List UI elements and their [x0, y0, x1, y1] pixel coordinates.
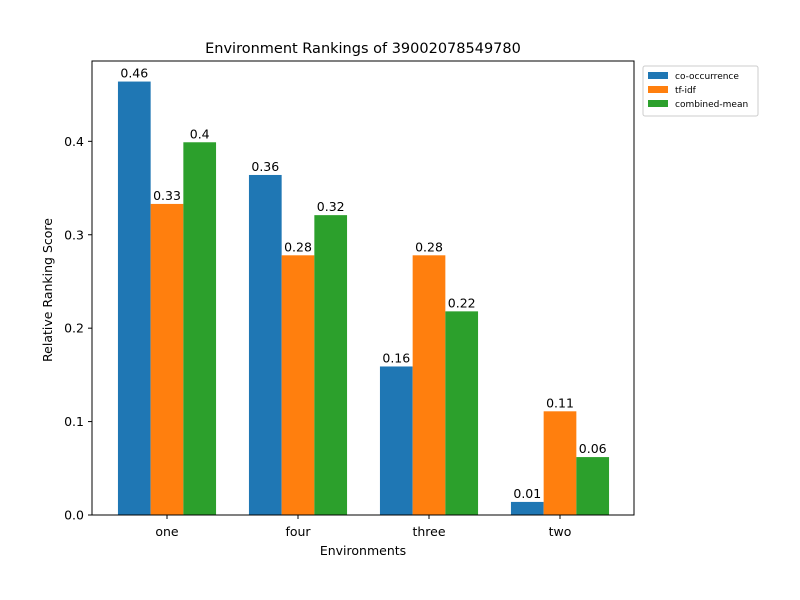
bar-co-occurrence-four — [248, 174, 282, 515]
y-tick-label: 0.3 — [64, 227, 84, 242]
bar-value-label: 0.22 — [448, 295, 476, 310]
y-axis-label: Relative Ranking Score — [40, 218, 55, 362]
bar-co-occurrence-two — [510, 501, 544, 515]
bar-value-label: 0.46 — [120, 66, 148, 81]
bar-tf-idf-one — [150, 203, 184, 515]
bar-value-label: 0.01 — [513, 486, 541, 501]
bar-value-label: 0.16 — [382, 350, 410, 365]
plot-area-frame — [91, 60, 635, 516]
bar-tf-idf-four — [281, 255, 315, 516]
x-tick-label: three — [412, 524, 445, 539]
bar-value-label: 0.36 — [251, 159, 279, 174]
x-tick-label: four — [285, 524, 311, 539]
y-tick-label: 0.0 — [64, 508, 84, 523]
bars-group — [117, 81, 610, 516]
y-tick-label: 0.4 — [64, 134, 84, 149]
legend-box — [642, 65, 759, 117]
x-axis: one four three two — [155, 515, 571, 539]
bar-value-label: 0.33 — [153, 188, 181, 203]
x-axis-label: Environments — [320, 543, 406, 558]
y-tick-label: 0.1 — [64, 414, 84, 429]
legend-entry-label: co-occurrence — [675, 72, 739, 82]
bar-tf-idf-three — [412, 255, 446, 516]
bar-combined-mean-three — [445, 311, 479, 515]
bar-value-label: 0.11 — [546, 395, 574, 410]
legend-entry-label: combined-mean — [675, 100, 748, 110]
bar-co-occurrence-one — [117, 81, 151, 516]
legend-swatch — [648, 86, 668, 93]
bar-combined-mean-one — [183, 142, 217, 515]
bar-value-label: 0.4 — [190, 126, 210, 141]
legend-swatch — [648, 72, 668, 79]
bar-combined-mean-two — [576, 457, 610, 515]
legend-entry-label: tf-idf — [675, 86, 697, 96]
bar-value-label: 0.28 — [415, 239, 443, 254]
chart-title: Environment Rankings of 39002078549780 — [205, 41, 521, 57]
bar-combined-mean-four — [314, 215, 348, 515]
bar-tf-idf-two — [543, 411, 577, 515]
x-tick-label: one — [155, 524, 179, 539]
legend-swatch — [648, 100, 668, 107]
x-tick-label: two — [549, 524, 572, 539]
y-axis: 0.0 0.1 0.2 0.3 0.4 — [64, 134, 92, 523]
bar-value-label: 0.28 — [284, 239, 312, 254]
bar-value-label: 0.32 — [317, 199, 345, 214]
legend: co-occurrence tf-idf combined-mean — [642, 65, 759, 117]
bar-co-occurrence-three — [379, 366, 413, 515]
y-tick-label: 0.2 — [64, 321, 84, 336]
bar-labels-group: 0.46 0.33 0.4 0.36 0.28 0.32 0.16 0.28 0.22 0.01 0… — [120, 66, 606, 501]
bar-value-label: 0.06 — [579, 441, 607, 456]
